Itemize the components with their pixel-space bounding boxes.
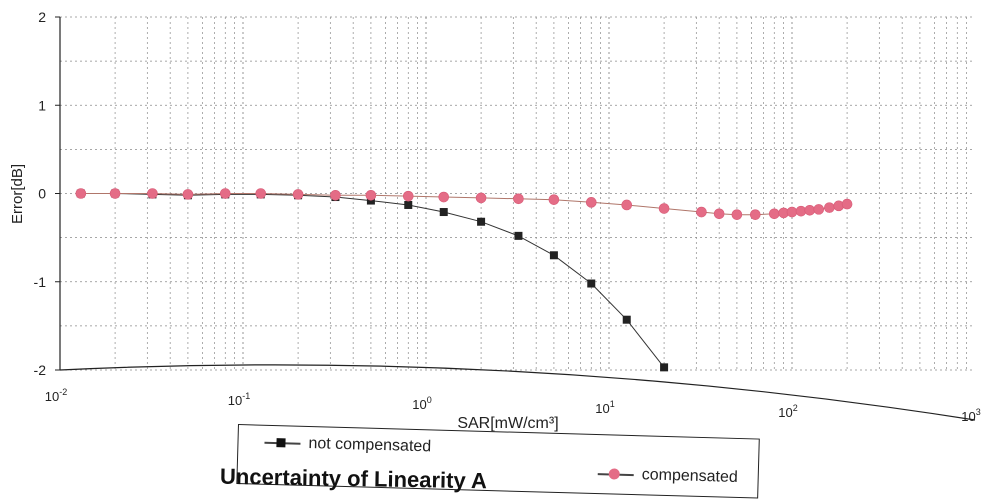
y-tick-label: -1 — [34, 274, 47, 290]
data-point-not-compensated — [514, 231, 523, 240]
data-point-compensated — [585, 197, 597, 208]
data-point-compensated — [824, 202, 835, 213]
data-point-compensated — [438, 191, 450, 203]
series-line-not-compensated — [80, 193, 665, 368]
data-point-not-compensated — [477, 217, 486, 226]
x-axis-title: SAR[mW/cm³] — [457, 415, 558, 432]
data-point-compensated — [147, 188, 158, 199]
legend-swatch-circle-icon — [597, 468, 634, 480]
data-point-compensated — [513, 193, 524, 205]
legend-label-compensated: compensated — [641, 466, 739, 486]
data-point-compensated — [292, 189, 304, 200]
x-tick-label: 101 — [595, 399, 614, 416]
data-point-compensated — [804, 204, 816, 216]
data-point-not-compensated — [587, 279, 596, 288]
data-point-not-compensated — [404, 200, 413, 209]
x-tick-label: 10-1 — [228, 391, 250, 408]
data-point-compensated — [713, 208, 725, 220]
data-point-not-compensated — [549, 251, 558, 260]
data-point-compensated — [109, 188, 121, 199]
data-point-compensated — [75, 188, 87, 199]
x-tick-label: 100 — [412, 395, 431, 412]
x-axis-line — [59, 364, 976, 421]
y-axis-title: Error[dB] — [9, 164, 26, 224]
x-tick-label: 10-2 — [45, 387, 67, 404]
data-point-not-compensated — [660, 363, 669, 372]
caption-text: Uncertainty of Linearity A — [219, 463, 488, 494]
data-point-compensated — [402, 190, 414, 202]
data-point-compensated — [786, 206, 798, 218]
data-point-compensated — [365, 189, 377, 201]
data-point-compensated — [219, 188, 231, 199]
data-point-compensated — [749, 209, 761, 220]
legend-swatch-square-icon — [264, 438, 301, 448]
series-line-compensated — [80, 193, 848, 216]
data-point-compensated — [330, 189, 341, 201]
data-point-not-compensated — [439, 208, 448, 217]
data-point-compensated — [658, 203, 670, 214]
data-point-compensated — [548, 194, 560, 205]
data-point-compensated — [621, 199, 633, 211]
y-tick-label: 0 — [38, 186, 46, 202]
data-point-compensated — [731, 209, 743, 220]
data-point-compensated — [768, 208, 780, 220]
labels-layer: -2 -1 0 1 2 10-2 10-1 100 101 102 103 Error[dB] SAR[… — [9, 9, 981, 432]
y-tick-label: 1 — [38, 97, 46, 113]
x-tick-label: 102 — [778, 403, 797, 420]
legend-label-not-compensated: not compensated — [308, 434, 432, 456]
data-point-compensated — [475, 192, 487, 204]
data-point-compensated — [255, 188, 267, 199]
series-layer — [75, 188, 853, 372]
legend-item-compensated: compensated — [597, 465, 738, 487]
grid-layer — [59, 16, 975, 371]
data-point-not-compensated — [622, 315, 631, 324]
x-tick-label: 103 — [961, 407, 980, 424]
y-tick-label: 2 — [38, 9, 46, 25]
data-point-compensated — [841, 198, 853, 210]
axes-layer — [55, 16, 976, 421]
data-point-compensated — [813, 204, 825, 215]
y-tick-label: -2 — [34, 362, 47, 378]
data-point-compensated — [795, 205, 807, 217]
data-point-compensated — [696, 206, 707, 218]
data-point-compensated — [182, 189, 194, 200]
legend-item-not-compensated: not compensated — [264, 434, 431, 457]
